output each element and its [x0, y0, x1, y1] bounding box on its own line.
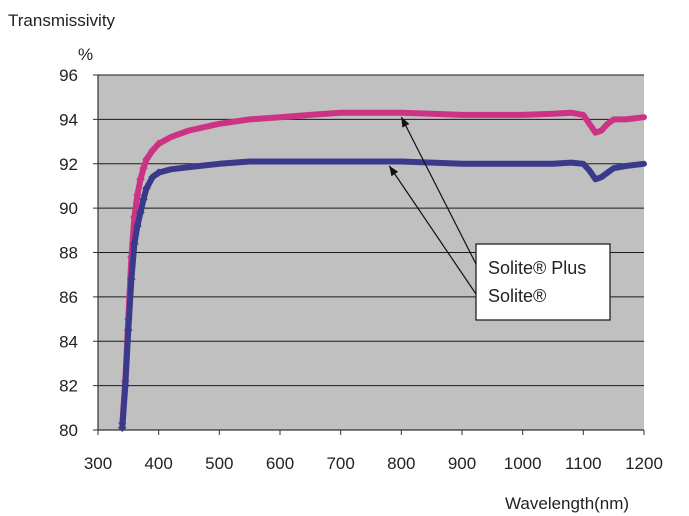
annotation-arrow-line [388, 165, 477, 295]
y-tick-label: 90 [59, 199, 78, 218]
annotation-label: Solite® Plus [488, 258, 586, 278]
series-point-0 [139, 163, 148, 173]
x-tick-label: 800 [387, 454, 415, 473]
y-tick-label: 94 [59, 110, 78, 129]
series-point-1 [154, 168, 163, 177]
x-tick-label: 500 [205, 454, 233, 473]
series-line-0 [119, 109, 647, 427]
series-point-1 [139, 195, 148, 204]
series-point-1 [121, 381, 130, 390]
x-tick-label: 700 [326, 454, 354, 473]
y-tick-label: 96 [59, 66, 78, 85]
series-point-0 [136, 175, 145, 184]
y-axis-title: Transmissivity [8, 11, 116, 30]
y-tick-label: 88 [59, 244, 78, 263]
series-point-1 [148, 172, 157, 182]
y-tick-label: 92 [59, 155, 78, 174]
y-tick-label: 82 [59, 377, 78, 396]
data-series [118, 109, 647, 433]
series-point-1 [124, 325, 133, 335]
series-point-1 [127, 274, 136, 284]
y-tick-label: 80 [59, 421, 78, 440]
series-point-1 [142, 183, 151, 193]
x-tick-label: 300 [84, 454, 112, 473]
series-point-1 [130, 239, 139, 248]
y-tick-labels: 80 82 84 86 88 90 92 94 96 [59, 66, 98, 440]
annotation-label: Solite® [488, 286, 546, 306]
x-axis-title: Wavelength(nm) [505, 494, 629, 513]
series-point-1 [133, 221, 142, 231]
series-point-0 [154, 139, 163, 149]
series-point-1 [118, 423, 127, 433]
annotation-arrow-line [400, 116, 477, 265]
annotation-box [475, 243, 611, 321]
x-tick-label: 400 [144, 454, 172, 473]
x-tick-label: 1000 [504, 454, 542, 473]
series-point-1 [136, 208, 145, 217]
x-tick-label: 900 [448, 454, 476, 473]
series-line-1 [119, 158, 647, 431]
series-point-0 [133, 190, 142, 200]
y-tick-label: 84 [59, 332, 78, 351]
x-tick-label: 1100 [565, 454, 602, 473]
x-tick-label: 600 [266, 454, 294, 473]
y-axis-unit: % [78, 45, 93, 64]
annotation-arrowhead [401, 116, 410, 128]
series-point-0 [142, 155, 151, 164]
series-annotation: Solite® Plus Solite® [388, 116, 611, 321]
annotation-arrowhead [389, 165, 399, 177]
x-tick-label: 1200 [625, 454, 663, 473]
y-tick-label: 86 [59, 288, 78, 307]
x-tick-labels: 300 400 500 600 700 800 900 1000 1100 1200 [84, 430, 663, 473]
series-point-0 [148, 146, 157, 155]
